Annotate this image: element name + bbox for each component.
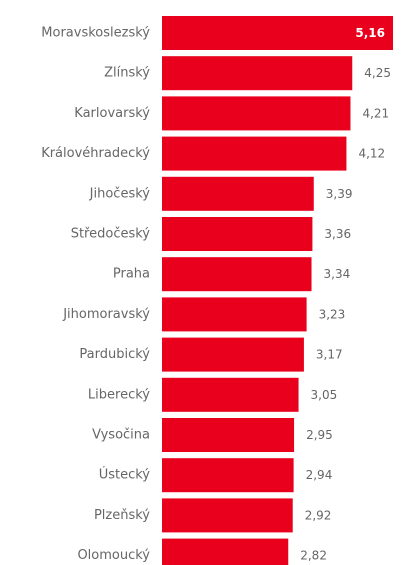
value-label: 3,39: [326, 187, 353, 201]
category-label: Jihomoravský: [62, 307, 150, 322]
value-label: 3,34: [324, 267, 351, 281]
value-label: 5,16: [355, 26, 385, 40]
category-label: Moravskoslezský: [41, 26, 150, 41]
bar[interactable]: [162, 498, 293, 533]
value-label: 2,92: [305, 508, 332, 522]
category-label: Vysočina: [92, 428, 150, 443]
value-label: 3,36: [324, 227, 351, 241]
bar[interactable]: [162, 16, 393, 50]
value-label: 2,95: [306, 428, 333, 442]
value-label: 4,21: [362, 106, 389, 120]
bar[interactable]: [162, 217, 313, 251]
category-label: Olomoucký: [77, 548, 150, 563]
value-label: 2,94: [306, 468, 333, 482]
bar[interactable]: [162, 136, 347, 171]
value-label: 3,17: [316, 348, 343, 362]
value-label: 4,12: [358, 147, 385, 161]
category-label: Pardubický: [79, 347, 150, 362]
bar[interactable]: [162, 377, 299, 412]
category-label: Královéhradecký: [41, 146, 150, 161]
value-label: 4,25: [364, 66, 391, 80]
bar[interactable]: [162, 538, 289, 565]
value-label: 3,23: [319, 307, 346, 321]
category-label: Liberecký: [88, 387, 150, 402]
category-label: Zlínský: [104, 66, 150, 81]
category-label: Jihočeský: [89, 186, 151, 201]
bar[interactable]: [162, 418, 295, 452]
bar[interactable]: [162, 458, 294, 493]
category-label: Praha: [113, 267, 150, 282]
bar[interactable]: [162, 96, 351, 131]
bar[interactable]: [162, 337, 304, 372]
bar[interactable]: [162, 56, 353, 91]
bar[interactable]: [162, 257, 312, 292]
category-label: Karlovarský: [74, 106, 150, 121]
category-label: Ústecký: [99, 467, 151, 483]
bar[interactable]: [162, 297, 307, 332]
bar[interactable]: [162, 176, 314, 211]
category-label: Plzeňský: [94, 508, 150, 523]
value-label: 3,05: [311, 388, 338, 402]
category-label: Středočeský: [71, 227, 151, 242]
value-label: 2,82: [300, 549, 327, 563]
